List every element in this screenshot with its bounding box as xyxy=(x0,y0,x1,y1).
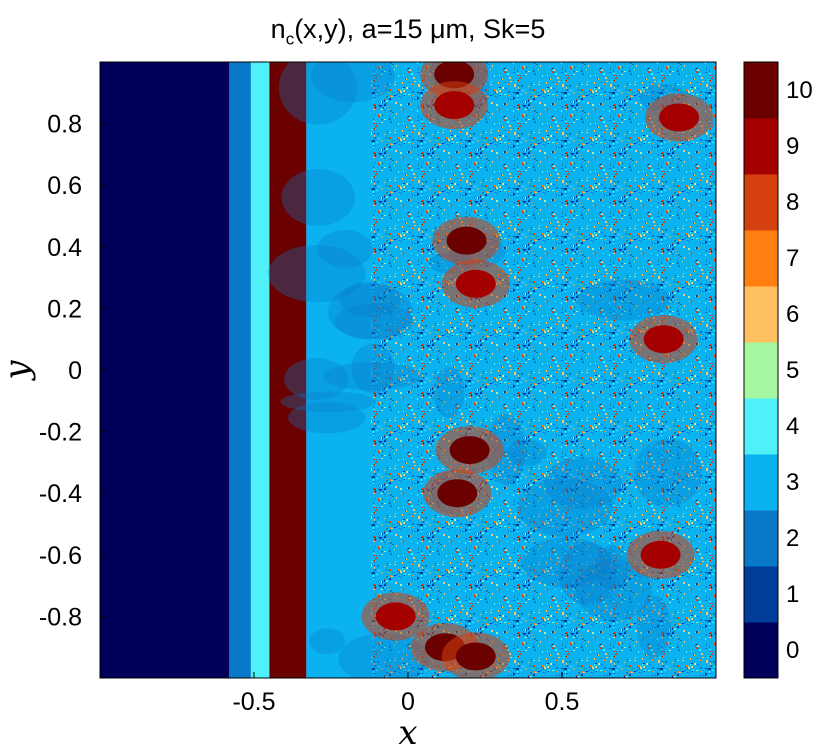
plot-area: -0.5 0 0.5 0.8 0.6 0.4 0.2 0 -0.2 -0.4 -0.6 -0.8 x y xyxy=(0,61,717,753)
colorbar-swatch xyxy=(744,398,778,455)
colorbar-swatch xyxy=(744,454,778,511)
heatmap-hotspot xyxy=(640,540,681,569)
heatmap-blotch xyxy=(268,244,366,303)
heatmap-region xyxy=(269,62,307,678)
y-tick-label: 0 xyxy=(68,357,82,385)
heatmap-blotch xyxy=(280,391,376,413)
heatmap-blotch xyxy=(575,559,653,621)
heatmap-blotch xyxy=(281,169,356,226)
colorbar-swatch xyxy=(744,566,778,623)
heatmap-blotch xyxy=(633,438,702,507)
y-tick-label: 0.2 xyxy=(47,295,82,323)
colorbar-label: 4 xyxy=(786,413,799,440)
title-prefix: n xyxy=(270,14,286,44)
heatmap-blotch xyxy=(309,628,346,655)
colorbar-label: 7 xyxy=(786,245,799,272)
heatmap-blotch xyxy=(327,283,414,340)
heatmap-blotch xyxy=(338,633,431,678)
heatmap-blotch xyxy=(433,366,465,419)
heatmap-blotch xyxy=(334,303,414,340)
colorbar-swatch xyxy=(744,510,778,567)
colorbar-label: 5 xyxy=(786,357,799,384)
heatmap-region xyxy=(306,62,372,678)
heatmap-region xyxy=(371,62,716,678)
title-suffix: (x,y), a=15 μm, Sk=5 xyxy=(294,14,546,44)
colorbar-label: 0 xyxy=(786,637,799,664)
heatmap-blotch xyxy=(521,537,612,588)
y-tick-label: -0.6 xyxy=(39,542,82,570)
heatmap-hotspot xyxy=(375,602,416,631)
heatmap-region xyxy=(250,62,270,678)
y-tick-label: 0.4 xyxy=(47,234,82,262)
y-axis-label: y xyxy=(0,360,37,382)
colorbar-swatch xyxy=(744,118,778,175)
colorbar-label: 1 xyxy=(786,581,799,608)
heatmap-blotch xyxy=(594,544,629,590)
colorbar-swatch xyxy=(744,62,778,119)
heatmap-blotch xyxy=(351,343,395,394)
colorbar-swatch xyxy=(744,286,778,343)
colorbar-swatch xyxy=(744,230,778,287)
colorbar-swatch xyxy=(744,174,778,231)
colorbar-label: 2 xyxy=(786,525,799,552)
heatmap-hotspot xyxy=(437,479,478,508)
heatmap-hotspot xyxy=(434,91,475,120)
heatmap-region xyxy=(100,62,230,678)
colorbar-label: 8 xyxy=(786,189,799,216)
heatmap-blotch xyxy=(310,62,395,103)
x-tick-label: -0.5 xyxy=(232,688,275,716)
x-tick-label: 0.5 xyxy=(545,688,580,716)
colorbar-label: 9 xyxy=(786,133,799,160)
heatmap-blotch xyxy=(544,456,623,510)
heatmap-blotch xyxy=(577,279,671,321)
heatmap-hotspot xyxy=(446,226,487,255)
heatmap-hotspot xyxy=(643,325,684,354)
heatmap-blotch xyxy=(558,542,617,606)
colorbar-label: 10 xyxy=(786,77,813,104)
heatmap-region xyxy=(229,62,251,678)
heatmap-blotch xyxy=(323,361,422,391)
heatmap-hotspot xyxy=(455,269,496,298)
heatmap-blotch xyxy=(636,595,671,659)
heatmap-blotch xyxy=(278,62,358,125)
colorbar-swatch xyxy=(744,622,778,679)
colorbar-swatch xyxy=(744,342,778,399)
title-subscript: c xyxy=(285,29,295,49)
heatmap-blotch xyxy=(507,439,547,467)
heatmap-plot: -0.5 0 0.5 0.8 0.6 0.4 0.2 0 -0.2 -0.4 -0.6 -0.8 x y xyxy=(0,61,717,753)
heatmap-blotch xyxy=(486,413,526,486)
colorbar-label: 6 xyxy=(786,301,799,328)
y-tick-label: 0.6 xyxy=(47,172,82,200)
heatmap-blotch xyxy=(317,230,373,268)
y-tick-label: -0.8 xyxy=(39,603,82,631)
heatmap-blotch xyxy=(339,281,401,318)
heatmap-hotspot xyxy=(434,62,475,89)
heatmap-blotch xyxy=(284,358,349,400)
colorbar-label: 3 xyxy=(786,469,799,496)
y-tick-label: -0.4 xyxy=(39,480,82,508)
heatmap-hotspot xyxy=(659,103,700,132)
heatmap-hotspot xyxy=(449,436,490,465)
x-axis-label: x xyxy=(398,713,417,753)
y-tick-label: 0.8 xyxy=(47,111,82,139)
heatmap-blotch xyxy=(288,402,366,434)
heatmap-hotspot xyxy=(455,642,496,671)
chart-title: nc(x,y), a=15 μm, Sk=5 xyxy=(100,14,716,49)
heatmap-blotch xyxy=(517,477,613,537)
y-tick-label: -0.2 xyxy=(39,419,82,447)
x-tick-label: 0 xyxy=(401,688,415,716)
